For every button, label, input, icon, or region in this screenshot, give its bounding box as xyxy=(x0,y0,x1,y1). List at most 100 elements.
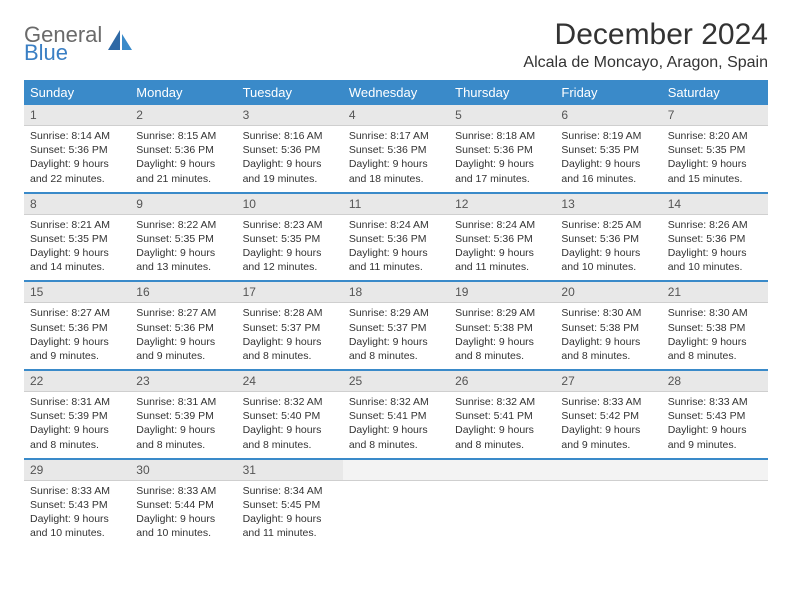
calendar-day-cell: 22Sunrise: 8:31 AMSunset: 5:39 PMDayligh… xyxy=(24,370,130,459)
sunset-line: Sunset: 5:35 PM xyxy=(136,232,230,246)
day-details: Sunrise: 8:33 AMSunset: 5:42 PMDaylight:… xyxy=(555,392,661,458)
sunset-line: Sunset: 5:36 PM xyxy=(243,143,337,157)
calendar-day-cell xyxy=(343,459,449,547)
daylight-line: Daylight: 9 hours xyxy=(30,335,124,349)
calendar-day-cell xyxy=(555,459,661,547)
sunset-line: Sunset: 5:38 PM xyxy=(668,321,762,335)
day-header: Friday xyxy=(555,80,661,105)
daylight-line: and 10 minutes. xyxy=(668,260,762,274)
day-details: Sunrise: 8:32 AMSunset: 5:40 PMDaylight:… xyxy=(237,392,343,458)
calendar-day-cell: 28Sunrise: 8:33 AMSunset: 5:43 PMDayligh… xyxy=(662,370,768,459)
logo-sail-icon xyxy=(106,28,134,61)
sunrise-line: Sunrise: 8:17 AM xyxy=(349,129,443,143)
day-number-empty xyxy=(449,460,555,481)
calendar-day-cell: 23Sunrise: 8:31 AMSunset: 5:39 PMDayligh… xyxy=(130,370,236,459)
day-header: Saturday xyxy=(662,80,768,105)
daylight-line: and 8 minutes. xyxy=(668,349,762,363)
daylight-line: and 11 minutes. xyxy=(455,260,549,274)
day-details: Sunrise: 8:29 AMSunset: 5:38 PMDaylight:… xyxy=(449,303,555,369)
day-number: 19 xyxy=(449,282,555,303)
day-number: 23 xyxy=(130,371,236,392)
sunrise-line: Sunrise: 8:31 AM xyxy=(136,395,230,409)
daylight-line: Daylight: 9 hours xyxy=(561,335,655,349)
sunset-line: Sunset: 5:36 PM xyxy=(349,143,443,157)
daylight-line: Daylight: 9 hours xyxy=(349,157,443,171)
calendar-day-cell: 24Sunrise: 8:32 AMSunset: 5:40 PMDayligh… xyxy=(237,370,343,459)
day-details: Sunrise: 8:27 AMSunset: 5:36 PMDaylight:… xyxy=(24,303,130,369)
daylight-line: Daylight: 9 hours xyxy=(136,335,230,349)
daylight-line: and 19 minutes. xyxy=(243,172,337,186)
sunrise-line: Sunrise: 8:18 AM xyxy=(455,129,549,143)
calendar-day-cell: 9 Sunrise: 8:22 AMSunset: 5:35 PMDaylight… xyxy=(130,193,236,282)
calendar-day-cell: 10Sunrise: 8:23 AMSunset: 5:35 PMDayligh… xyxy=(237,193,343,282)
day-details: Sunrise: 8:32 AMSunset: 5:41 PMDaylight:… xyxy=(343,392,449,458)
calendar-table: Sunday Monday Tuesday Wednesday Thursday… xyxy=(24,80,768,546)
calendar-day-cell: 20Sunrise: 8:30 AMSunset: 5:38 PMDayligh… xyxy=(555,281,661,370)
sunrise-line: Sunrise: 8:33 AM xyxy=(561,395,655,409)
brand-part2: Blue xyxy=(24,40,68,65)
page-header: General Blue December 2024 Alcala de Mon… xyxy=(24,18,768,72)
day-details: Sunrise: 8:29 AMSunset: 5:37 PMDaylight:… xyxy=(343,303,449,369)
day-number: 5 xyxy=(449,105,555,126)
day-number: 12 xyxy=(449,194,555,215)
daylight-line: and 8 minutes. xyxy=(349,438,443,452)
daylight-line: and 18 minutes. xyxy=(349,172,443,186)
calendar-day-cell: 29Sunrise: 8:33 AMSunset: 5:43 PMDayligh… xyxy=(24,459,130,547)
day-details: Sunrise: 8:17 AMSunset: 5:36 PMDaylight:… xyxy=(343,126,449,192)
location-label: Alcala de Moncayo, Aragon, Spain xyxy=(523,54,768,72)
daylight-line: and 9 minutes. xyxy=(30,349,124,363)
day-number: 27 xyxy=(555,371,661,392)
calendar-day-cell: 4Sunrise: 8:17 AMSunset: 5:36 PMDaylight… xyxy=(343,105,449,193)
day-header-row: Sunday Monday Tuesday Wednesday Thursday… xyxy=(24,80,768,105)
calendar-day-cell: 11Sunrise: 8:24 AMSunset: 5:36 PMDayligh… xyxy=(343,193,449,282)
daylight-line: and 11 minutes. xyxy=(243,526,337,540)
day-details: Sunrise: 8:23 AMSunset: 5:35 PMDaylight:… xyxy=(237,215,343,281)
daylight-line: and 8 minutes. xyxy=(561,349,655,363)
sunrise-line: Sunrise: 8:27 AM xyxy=(136,306,230,320)
day-details: Sunrise: 8:26 AMSunset: 5:36 PMDaylight:… xyxy=(662,215,768,281)
sunrise-line: Sunrise: 8:24 AM xyxy=(349,218,443,232)
day-header: Thursday xyxy=(449,80,555,105)
sunset-line: Sunset: 5:38 PM xyxy=(455,321,549,335)
day-details: Sunrise: 8:33 AMSunset: 5:44 PMDaylight:… xyxy=(130,481,236,547)
day-number: 4 xyxy=(343,105,449,126)
sunset-line: Sunset: 5:36 PM xyxy=(455,232,549,246)
sunrise-line: Sunrise: 8:32 AM xyxy=(243,395,337,409)
sunset-line: Sunset: 5:36 PM xyxy=(30,321,124,335)
day-header: Tuesday xyxy=(237,80,343,105)
sunrise-line: Sunrise: 8:30 AM xyxy=(668,306,762,320)
calendar-page: General Blue December 2024 Alcala de Mon… xyxy=(0,0,792,564)
day-number: 7 xyxy=(662,105,768,126)
calendar-day-cell: 14Sunrise: 8:26 AMSunset: 5:36 PMDayligh… xyxy=(662,193,768,282)
sunrise-line: Sunrise: 8:22 AM xyxy=(136,218,230,232)
day-details: Sunrise: 8:20 AMSunset: 5:35 PMDaylight:… xyxy=(662,126,768,192)
calendar-day-cell: 18Sunrise: 8:29 AMSunset: 5:37 PMDayligh… xyxy=(343,281,449,370)
day-number: 10 xyxy=(237,194,343,215)
calendar-week-row: 8Sunrise: 8:21 AMSunset: 5:35 PMDaylight… xyxy=(24,193,768,282)
daylight-line: and 9 minutes. xyxy=(136,349,230,363)
sunset-line: Sunset: 5:36 PM xyxy=(136,321,230,335)
day-number-empty xyxy=(343,460,449,481)
sunrise-line: Sunrise: 8:26 AM xyxy=(668,218,762,232)
day-details: Sunrise: 8:27 AMSunset: 5:36 PMDaylight:… xyxy=(130,303,236,369)
daylight-line: and 14 minutes. xyxy=(30,260,124,274)
daylight-line: Daylight: 9 hours xyxy=(136,246,230,260)
sunrise-line: Sunrise: 8:24 AM xyxy=(455,218,549,232)
sunset-line: Sunset: 5:35 PM xyxy=(561,143,655,157)
daylight-line: and 10 minutes. xyxy=(561,260,655,274)
sunset-line: Sunset: 5:36 PM xyxy=(455,143,549,157)
daylight-line: Daylight: 9 hours xyxy=(30,157,124,171)
day-number: 28 xyxy=(662,371,768,392)
daylight-line: Daylight: 9 hours xyxy=(349,335,443,349)
sunset-line: Sunset: 5:43 PM xyxy=(668,409,762,423)
calendar-day-cell: 5Sunrise: 8:18 AMSunset: 5:36 PMDaylight… xyxy=(449,105,555,193)
day-details: Sunrise: 8:30 AMSunset: 5:38 PMDaylight:… xyxy=(662,303,768,369)
sunset-line: Sunset: 5:39 PM xyxy=(30,409,124,423)
day-number: 9 xyxy=(130,194,236,215)
sunset-line: Sunset: 5:41 PM xyxy=(349,409,443,423)
daylight-line: and 8 minutes. xyxy=(243,438,337,452)
sunset-line: Sunset: 5:40 PM xyxy=(243,409,337,423)
sunrise-line: Sunrise: 8:14 AM xyxy=(30,129,124,143)
day-details: Sunrise: 8:19 AMSunset: 5:35 PMDaylight:… xyxy=(555,126,661,192)
day-number: 22 xyxy=(24,371,130,392)
